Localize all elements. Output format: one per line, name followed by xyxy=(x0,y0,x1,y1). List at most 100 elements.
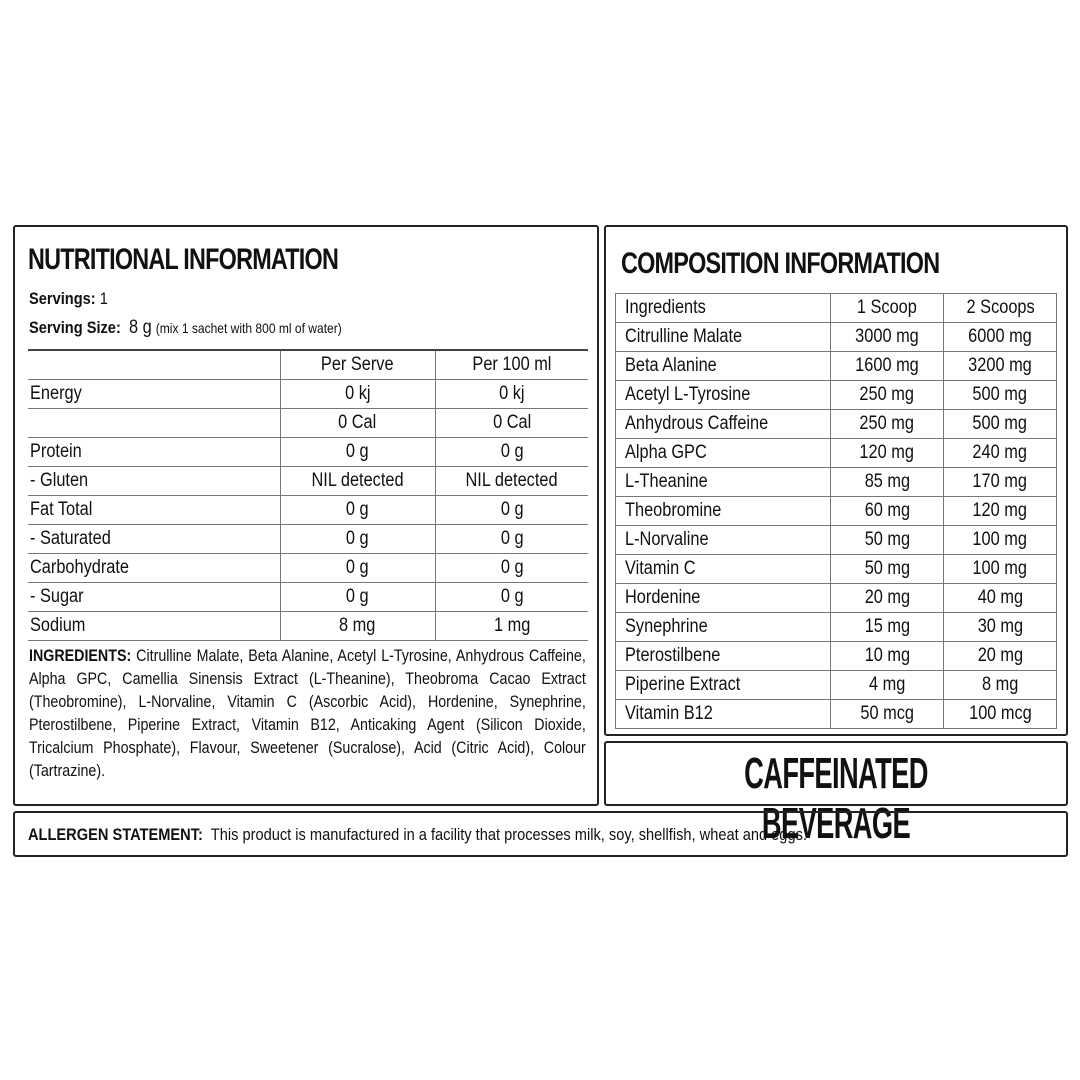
cell-value: 1600 mg xyxy=(829,351,944,381)
cell-text: 1600 mg xyxy=(855,355,919,376)
cell-text: 0 g xyxy=(346,441,369,462)
cell-value: 4 mg xyxy=(829,670,944,700)
cell-value: 170 mg xyxy=(943,467,1057,497)
table-row: Citrulline Malate 3000 mg 6000 mg xyxy=(615,322,1057,352)
cell-value: 500 mg xyxy=(943,380,1057,410)
cell-text: 1 Scoop xyxy=(856,297,917,318)
table-row: Alpha GPC 120 mg 240 mg xyxy=(615,438,1057,468)
cell-value: 8 mg xyxy=(943,670,1057,700)
row-label: Citrulline Malate xyxy=(615,322,831,352)
cell-value: 50 mg xyxy=(829,554,944,584)
table-row: Vitamin B12 50 mcg 100 mcg xyxy=(615,699,1057,729)
cell-text: Beta Alanine xyxy=(625,355,717,376)
cell-text: 50 mg xyxy=(864,529,910,550)
cell-text: Ingredients xyxy=(625,297,706,318)
cell-text: Vitamin C xyxy=(625,558,696,579)
row-label: Vitamin C xyxy=(615,554,831,584)
table-header-row: Ingredients 1 Scoop 2 Scoops xyxy=(615,293,1057,323)
cell-value: 0 g xyxy=(434,524,588,554)
serving-size: Serving Size: 8 g (mix 1 sachet with 800… xyxy=(29,317,393,339)
cell-value: 0 kj xyxy=(279,379,435,409)
servings: Servings: 1 xyxy=(29,289,121,309)
allergen-statement: ALLERGEN STATEMENT: This product is manu… xyxy=(13,811,1068,857)
cell-value: 10 mg xyxy=(829,641,944,671)
allergen-text: This product is manufactured in a facili… xyxy=(210,825,807,844)
cell-text: 250 mg xyxy=(859,384,915,405)
cell-value: 0 Cal xyxy=(279,408,435,438)
cell-text: Energy xyxy=(30,383,82,404)
cell-text: 0 g xyxy=(346,586,369,607)
cell-value: NIL detected xyxy=(279,466,435,496)
table-row: Carbohydrate 0 g 0 g xyxy=(28,553,588,583)
cell-text: 2 Scoops xyxy=(966,297,1035,318)
cell-text: 3000 mg xyxy=(855,326,919,347)
cell-text: Theobromine xyxy=(625,500,722,521)
row-label: Alpha GPC xyxy=(615,438,831,468)
cell-text: 0 kj xyxy=(499,383,525,404)
cell-value: 20 mg xyxy=(943,641,1057,671)
cell-text: 8 mg xyxy=(339,615,376,636)
table-row: Vitamin C 50 mg 100 mg xyxy=(615,554,1057,584)
cell-text: 500 mg xyxy=(972,413,1028,434)
cell-text: Piperine Extract xyxy=(625,674,741,695)
cell-value: 0 Cal xyxy=(434,408,588,438)
composition-title: COMPOSITION INFORMATION xyxy=(621,247,940,280)
cell-text: 120 mg xyxy=(859,442,915,463)
cell-text: - Gluten xyxy=(30,470,89,491)
cell-value: 0 kj xyxy=(434,379,588,409)
cell-text: 4 mg xyxy=(868,674,906,695)
cell-text: 3200 mg xyxy=(968,355,1032,376)
cell-value: 15 mg xyxy=(829,612,944,642)
cell-text: 6000 mg xyxy=(968,326,1032,347)
cell-text: 0 g xyxy=(500,528,524,549)
cell-text: 85 mg xyxy=(864,471,910,492)
cell-text: 20 mg xyxy=(864,587,910,608)
table-row: Piperine Extract 4 mg 8 mg xyxy=(615,670,1057,700)
cell-text: 50 mg xyxy=(864,558,910,579)
row-label: Piperine Extract xyxy=(615,670,831,700)
cell-text: 0 g xyxy=(500,441,524,462)
row-label: Pterostilbene xyxy=(615,641,831,671)
cell-value: 6000 mg xyxy=(943,322,1057,352)
column-header: Ingredients xyxy=(615,293,831,323)
row-label: Carbohydrate xyxy=(28,553,280,583)
allergen-label: ALLERGEN STATEMENT: xyxy=(28,825,203,844)
cell-text: Per 100 ml xyxy=(472,354,552,375)
cell-text: Pterostilbene xyxy=(625,645,721,666)
table-row: Synephrine 15 mg 30 mg xyxy=(615,612,1057,642)
row-label: Anhydrous Caffeine xyxy=(615,409,831,439)
cell-text: Per Serve xyxy=(321,354,394,375)
cell-value: 0 g xyxy=(434,495,588,525)
cell-text: 0 Cal xyxy=(338,412,377,433)
cell-value: 0 g xyxy=(434,437,588,467)
table-row: Hordenine 20 mg 40 mg xyxy=(615,583,1057,613)
column-header xyxy=(28,349,280,380)
column-header: Per 100 ml xyxy=(434,349,588,380)
row-label: Beta Alanine xyxy=(615,351,831,381)
cell-text: 50 mcg xyxy=(860,703,914,724)
cell-value: 50 mg xyxy=(829,525,944,555)
cell-value: 250 mg xyxy=(829,380,944,410)
cell-text: 15 mg xyxy=(864,616,910,637)
cell-text: 0 kj xyxy=(344,383,371,404)
cell-text: 170 mg xyxy=(972,471,1028,492)
cell-text: - Sugar xyxy=(30,586,84,607)
cell-value: 60 mg xyxy=(829,496,944,526)
row-label: - Sugar xyxy=(28,582,280,612)
column-header: 2 Scoops xyxy=(943,293,1057,323)
serving-size-value: 8 g xyxy=(128,317,152,338)
row-label: Theobromine xyxy=(615,496,831,526)
table-row: L-Theanine 85 mg 170 mg xyxy=(615,467,1057,497)
cell-text: 250 mg xyxy=(859,413,915,434)
cell-text: 0 Cal xyxy=(492,412,531,433)
table-row: Sodium 8 mg 1 mg xyxy=(28,611,588,641)
cell-value: 50 mcg xyxy=(829,699,944,729)
cell-text: Protein xyxy=(30,441,82,462)
cell-value: 120 mg xyxy=(829,438,944,468)
cell-text: 0 g xyxy=(346,499,369,520)
cell-text: NIL detected xyxy=(465,470,558,491)
cell-text: 0 g xyxy=(346,528,369,549)
row-label: Sodium xyxy=(28,611,280,641)
table-row: Pterostilbene 10 mg 20 mg xyxy=(615,641,1057,671)
cell-value: 0 g xyxy=(279,524,435,554)
